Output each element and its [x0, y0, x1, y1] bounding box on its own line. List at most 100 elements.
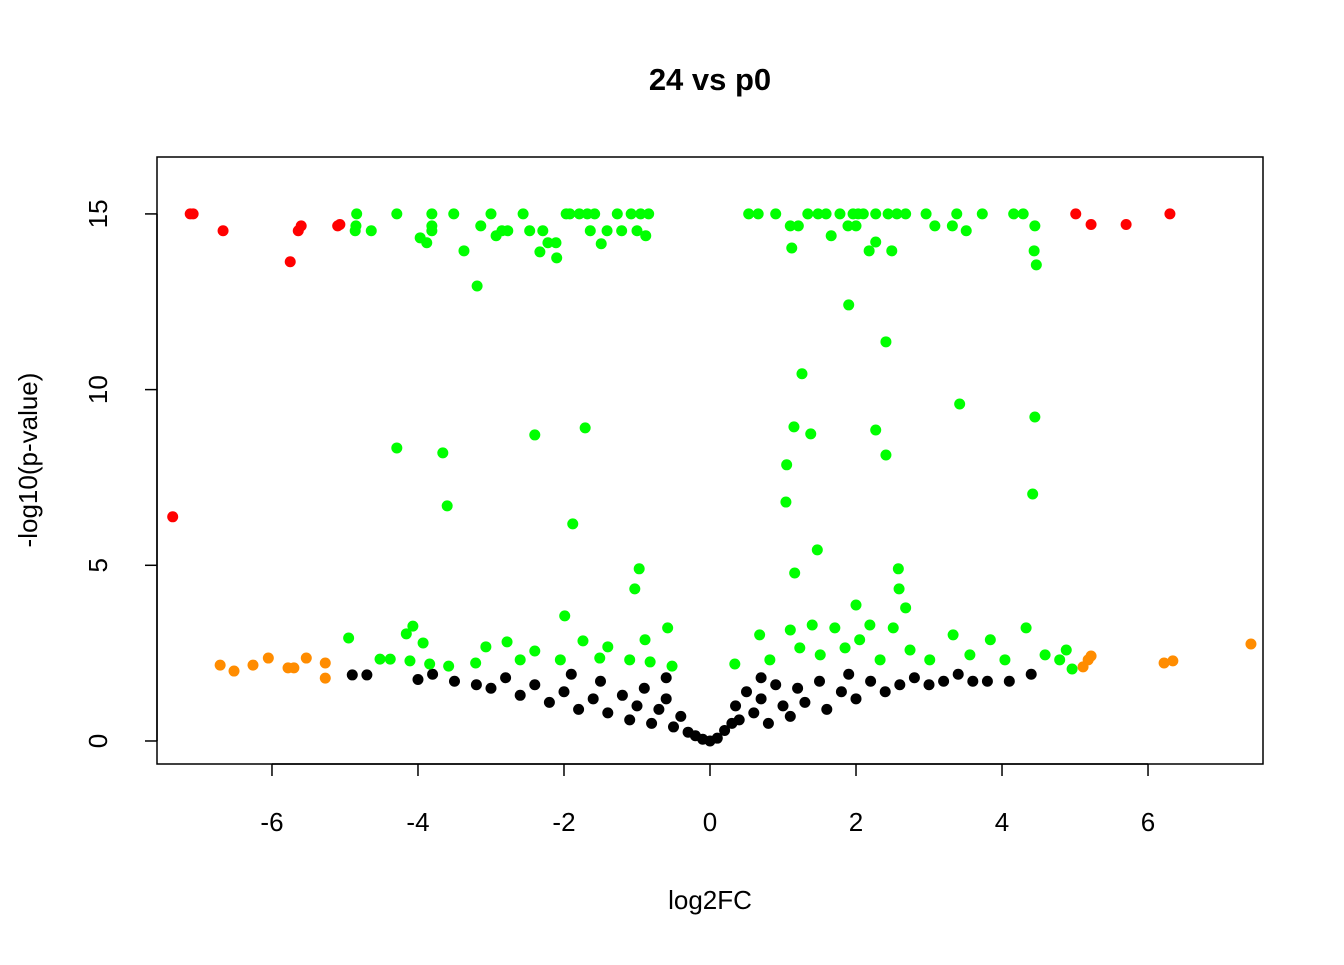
- point: [601, 225, 613, 237]
- point: [870, 236, 882, 248]
- plot-frame: [156, 156, 1264, 765]
- point: [1167, 655, 1179, 667]
- point: [214, 659, 226, 671]
- point: [806, 619, 818, 631]
- point: [624, 654, 636, 666]
- point: [441, 500, 453, 512]
- x-tick-label: 2: [849, 807, 863, 837]
- point: [976, 208, 988, 220]
- point: [1029, 220, 1041, 232]
- point: [288, 662, 300, 674]
- point: [892, 563, 904, 575]
- point: [319, 657, 331, 669]
- x-tick-label: 4: [995, 807, 1009, 837]
- point: [792, 682, 804, 694]
- point: [594, 652, 606, 664]
- point: [404, 655, 416, 667]
- point: [923, 679, 935, 691]
- point: [984, 634, 996, 646]
- point: [624, 714, 636, 726]
- x-tick-label: -6: [260, 807, 283, 837]
- point: [666, 660, 678, 672]
- point: [887, 622, 899, 634]
- point: [448, 675, 460, 687]
- point: [850, 599, 862, 611]
- point: [579, 422, 591, 434]
- point: [999, 654, 1011, 666]
- point: [514, 689, 526, 701]
- point: [864, 619, 876, 631]
- point: [842, 220, 854, 232]
- point: [924, 654, 936, 666]
- point: [187, 208, 199, 220]
- point: [633, 563, 645, 575]
- point: [764, 654, 776, 666]
- point: [1008, 208, 1020, 220]
- point: [480, 641, 492, 653]
- point: [443, 660, 455, 672]
- point: [543, 696, 555, 708]
- point: [929, 220, 941, 232]
- point: [967, 675, 979, 687]
- point: [874, 654, 886, 666]
- point: [625, 208, 637, 220]
- point: [821, 703, 833, 715]
- point: [471, 280, 483, 292]
- point: [458, 245, 470, 257]
- point: [762, 717, 774, 729]
- x-tick-label: 0: [703, 807, 717, 837]
- point: [820, 208, 832, 220]
- point: [349, 225, 361, 237]
- y-tick-label: 5: [83, 558, 113, 572]
- point: [796, 368, 808, 380]
- point: [850, 693, 862, 705]
- point: [417, 637, 429, 649]
- point: [894, 679, 906, 691]
- point: [1054, 654, 1066, 666]
- point: [573, 703, 585, 715]
- point: [638, 682, 650, 694]
- point: [343, 632, 355, 644]
- point: [616, 225, 628, 237]
- point: [920, 208, 932, 220]
- point: [295, 220, 307, 232]
- point: [475, 220, 487, 232]
- point: [1027, 488, 1039, 500]
- point: [573, 208, 585, 220]
- point: [854, 634, 866, 646]
- point: [729, 658, 741, 670]
- point: [835, 686, 847, 698]
- x-axis-label: log2FC: [668, 885, 752, 915]
- point: [743, 208, 755, 220]
- point: [814, 675, 826, 687]
- point: [1025, 668, 1037, 680]
- point: [424, 658, 436, 670]
- x-tick-label: -4: [406, 807, 429, 837]
- point: [870, 424, 882, 436]
- point: [643, 208, 655, 220]
- point: [500, 672, 512, 684]
- point: [602, 641, 614, 653]
- point: [954, 398, 966, 410]
- point: [300, 652, 312, 664]
- point: [891, 208, 903, 220]
- point: [1060, 644, 1072, 656]
- point: [825, 230, 837, 242]
- point: [1164, 208, 1176, 220]
- point: [814, 649, 826, 661]
- point: [558, 686, 570, 698]
- point: [857, 208, 869, 220]
- point: [1030, 259, 1042, 271]
- point: [537, 225, 549, 237]
- point: [843, 668, 855, 680]
- point: [794, 642, 806, 654]
- point: [946, 220, 958, 232]
- point: [584, 225, 596, 237]
- point: [786, 242, 798, 254]
- point: [1017, 208, 1029, 220]
- point: [437, 447, 449, 459]
- point: [893, 583, 905, 595]
- point: [646, 717, 658, 729]
- point: [788, 421, 800, 433]
